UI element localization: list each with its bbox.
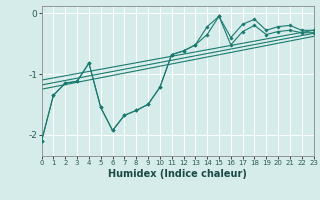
X-axis label: Humidex (Indice chaleur): Humidex (Indice chaleur): [108, 169, 247, 179]
